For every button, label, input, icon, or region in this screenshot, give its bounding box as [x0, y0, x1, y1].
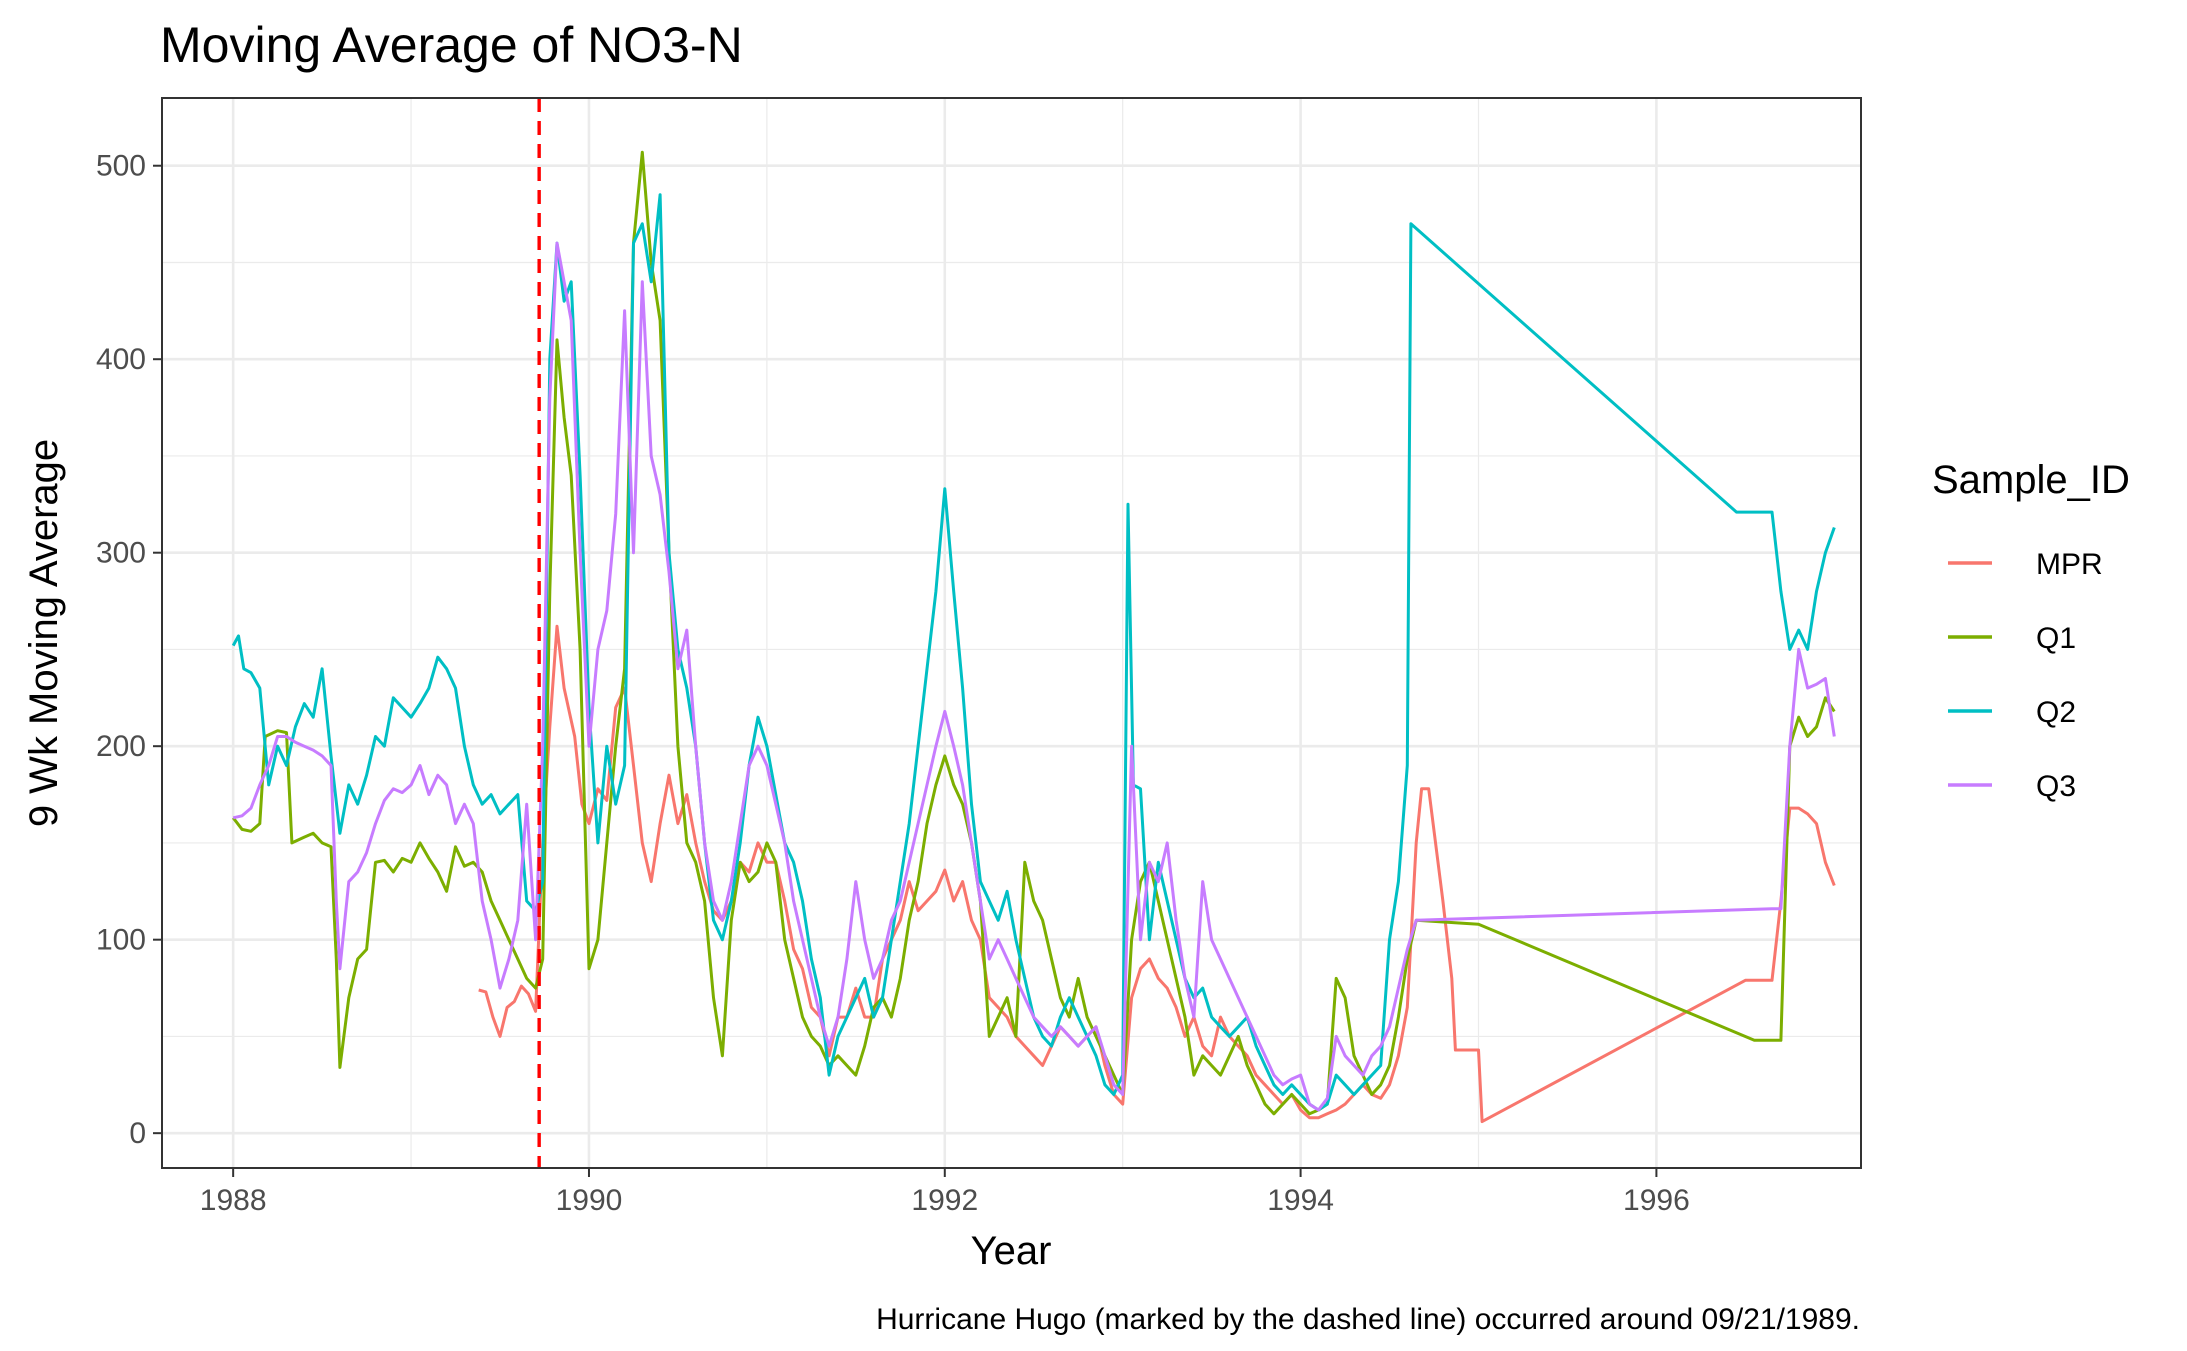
- y-tick-label: 0: [129, 1117, 146, 1150]
- legend-label-q3: Q3: [2036, 770, 2076, 803]
- y-axis-title: 9 Wk Moving Average: [22, 439, 66, 827]
- y-axis-ticks: 0 100 200 300 400 500: [96, 150, 162, 1150]
- x-axis-ticks: 1988 1990 1992 1994 1996: [200, 1168, 1690, 1217]
- series-line-mpr: [478, 624, 1836, 1124]
- grid: [162, 98, 1861, 1168]
- y-tick-label: 300: [96, 537, 146, 570]
- legend-label-q2: Q2: [2036, 696, 2076, 729]
- plot-panel-border: [161, 97, 1862, 1169]
- series-lines: [231, 150, 1836, 1124]
- legend-label-q1: Q1: [2036, 622, 2076, 655]
- legend-title: Sample_ID: [1932, 458, 2130, 502]
- x-axis-title: Year: [971, 1229, 1052, 1273]
- x-tick-label: 1996: [1623, 1184, 1690, 1217]
- x-tick-label: 1992: [911, 1184, 978, 1217]
- y-tick-label: 400: [96, 343, 146, 376]
- caption: Hurricane Hugo (marked by the dashed lin…: [876, 1303, 1860, 1336]
- legend: Sample_ID MPR Q1 Q2 Q3: [1932, 458, 2130, 803]
- y-tick-label: 500: [96, 150, 146, 183]
- series-line-q3: [232, 241, 1836, 1112]
- chart-title: Moving Average of NO3-N: [160, 17, 743, 73]
- y-tick-label: 200: [96, 730, 146, 763]
- series-line-q1: [232, 150, 1836, 1116]
- x-tick-label: 1994: [1267, 1184, 1334, 1217]
- x-tick-label: 1990: [556, 1184, 623, 1217]
- legend-label-mpr: MPR: [2036, 548, 2103, 581]
- y-tick-label: 100: [96, 924, 146, 957]
- series-line-q2: [231, 193, 1836, 1112]
- x-tick-label: 1988: [200, 1184, 267, 1217]
